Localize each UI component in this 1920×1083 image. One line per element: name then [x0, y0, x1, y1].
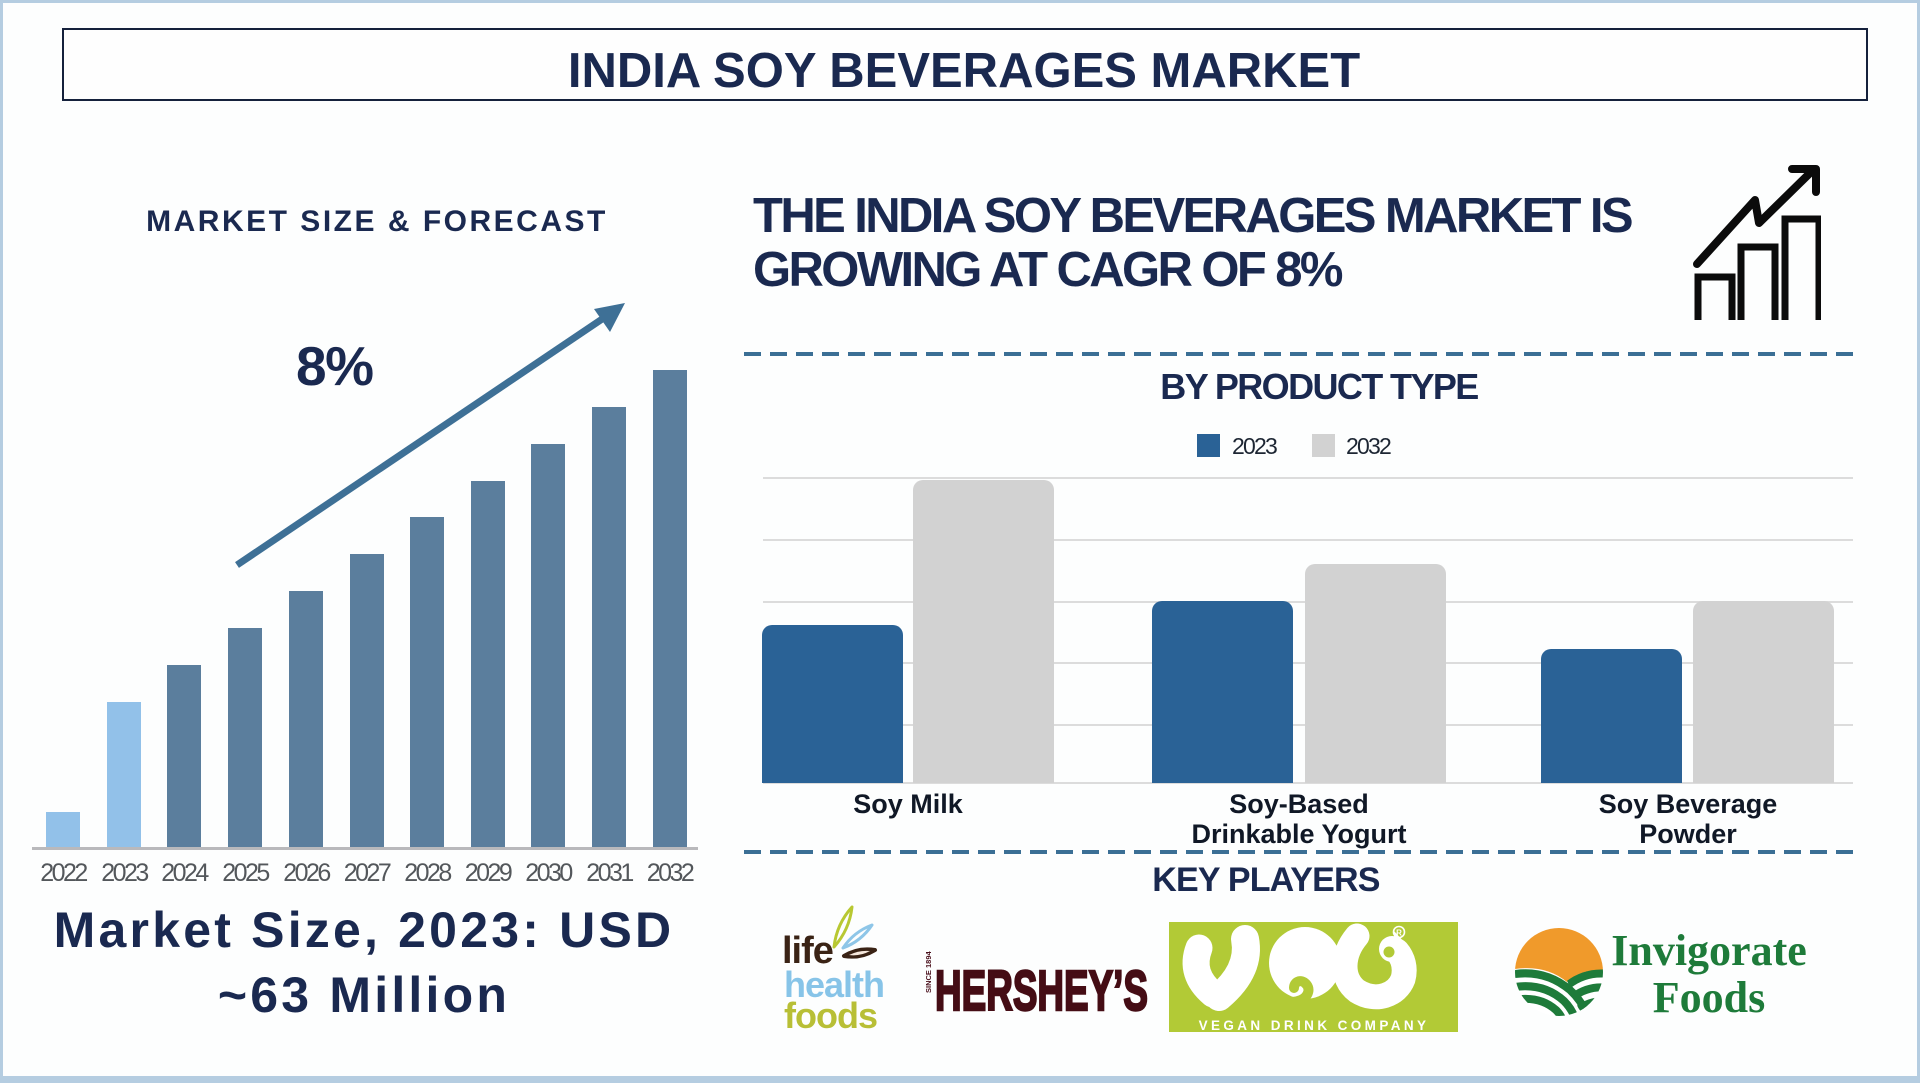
svg-text:R: R [1396, 929, 1402, 938]
svg-text:HERSHEY’S: HERSHEY’S [935, 959, 1148, 1018]
svg-text:VEGAN DRINK COMPANY: VEGAN DRINK COMPANY [1199, 1018, 1430, 1032]
svg-text:SINCE 1894: SINCE 1894 [924, 950, 933, 993]
